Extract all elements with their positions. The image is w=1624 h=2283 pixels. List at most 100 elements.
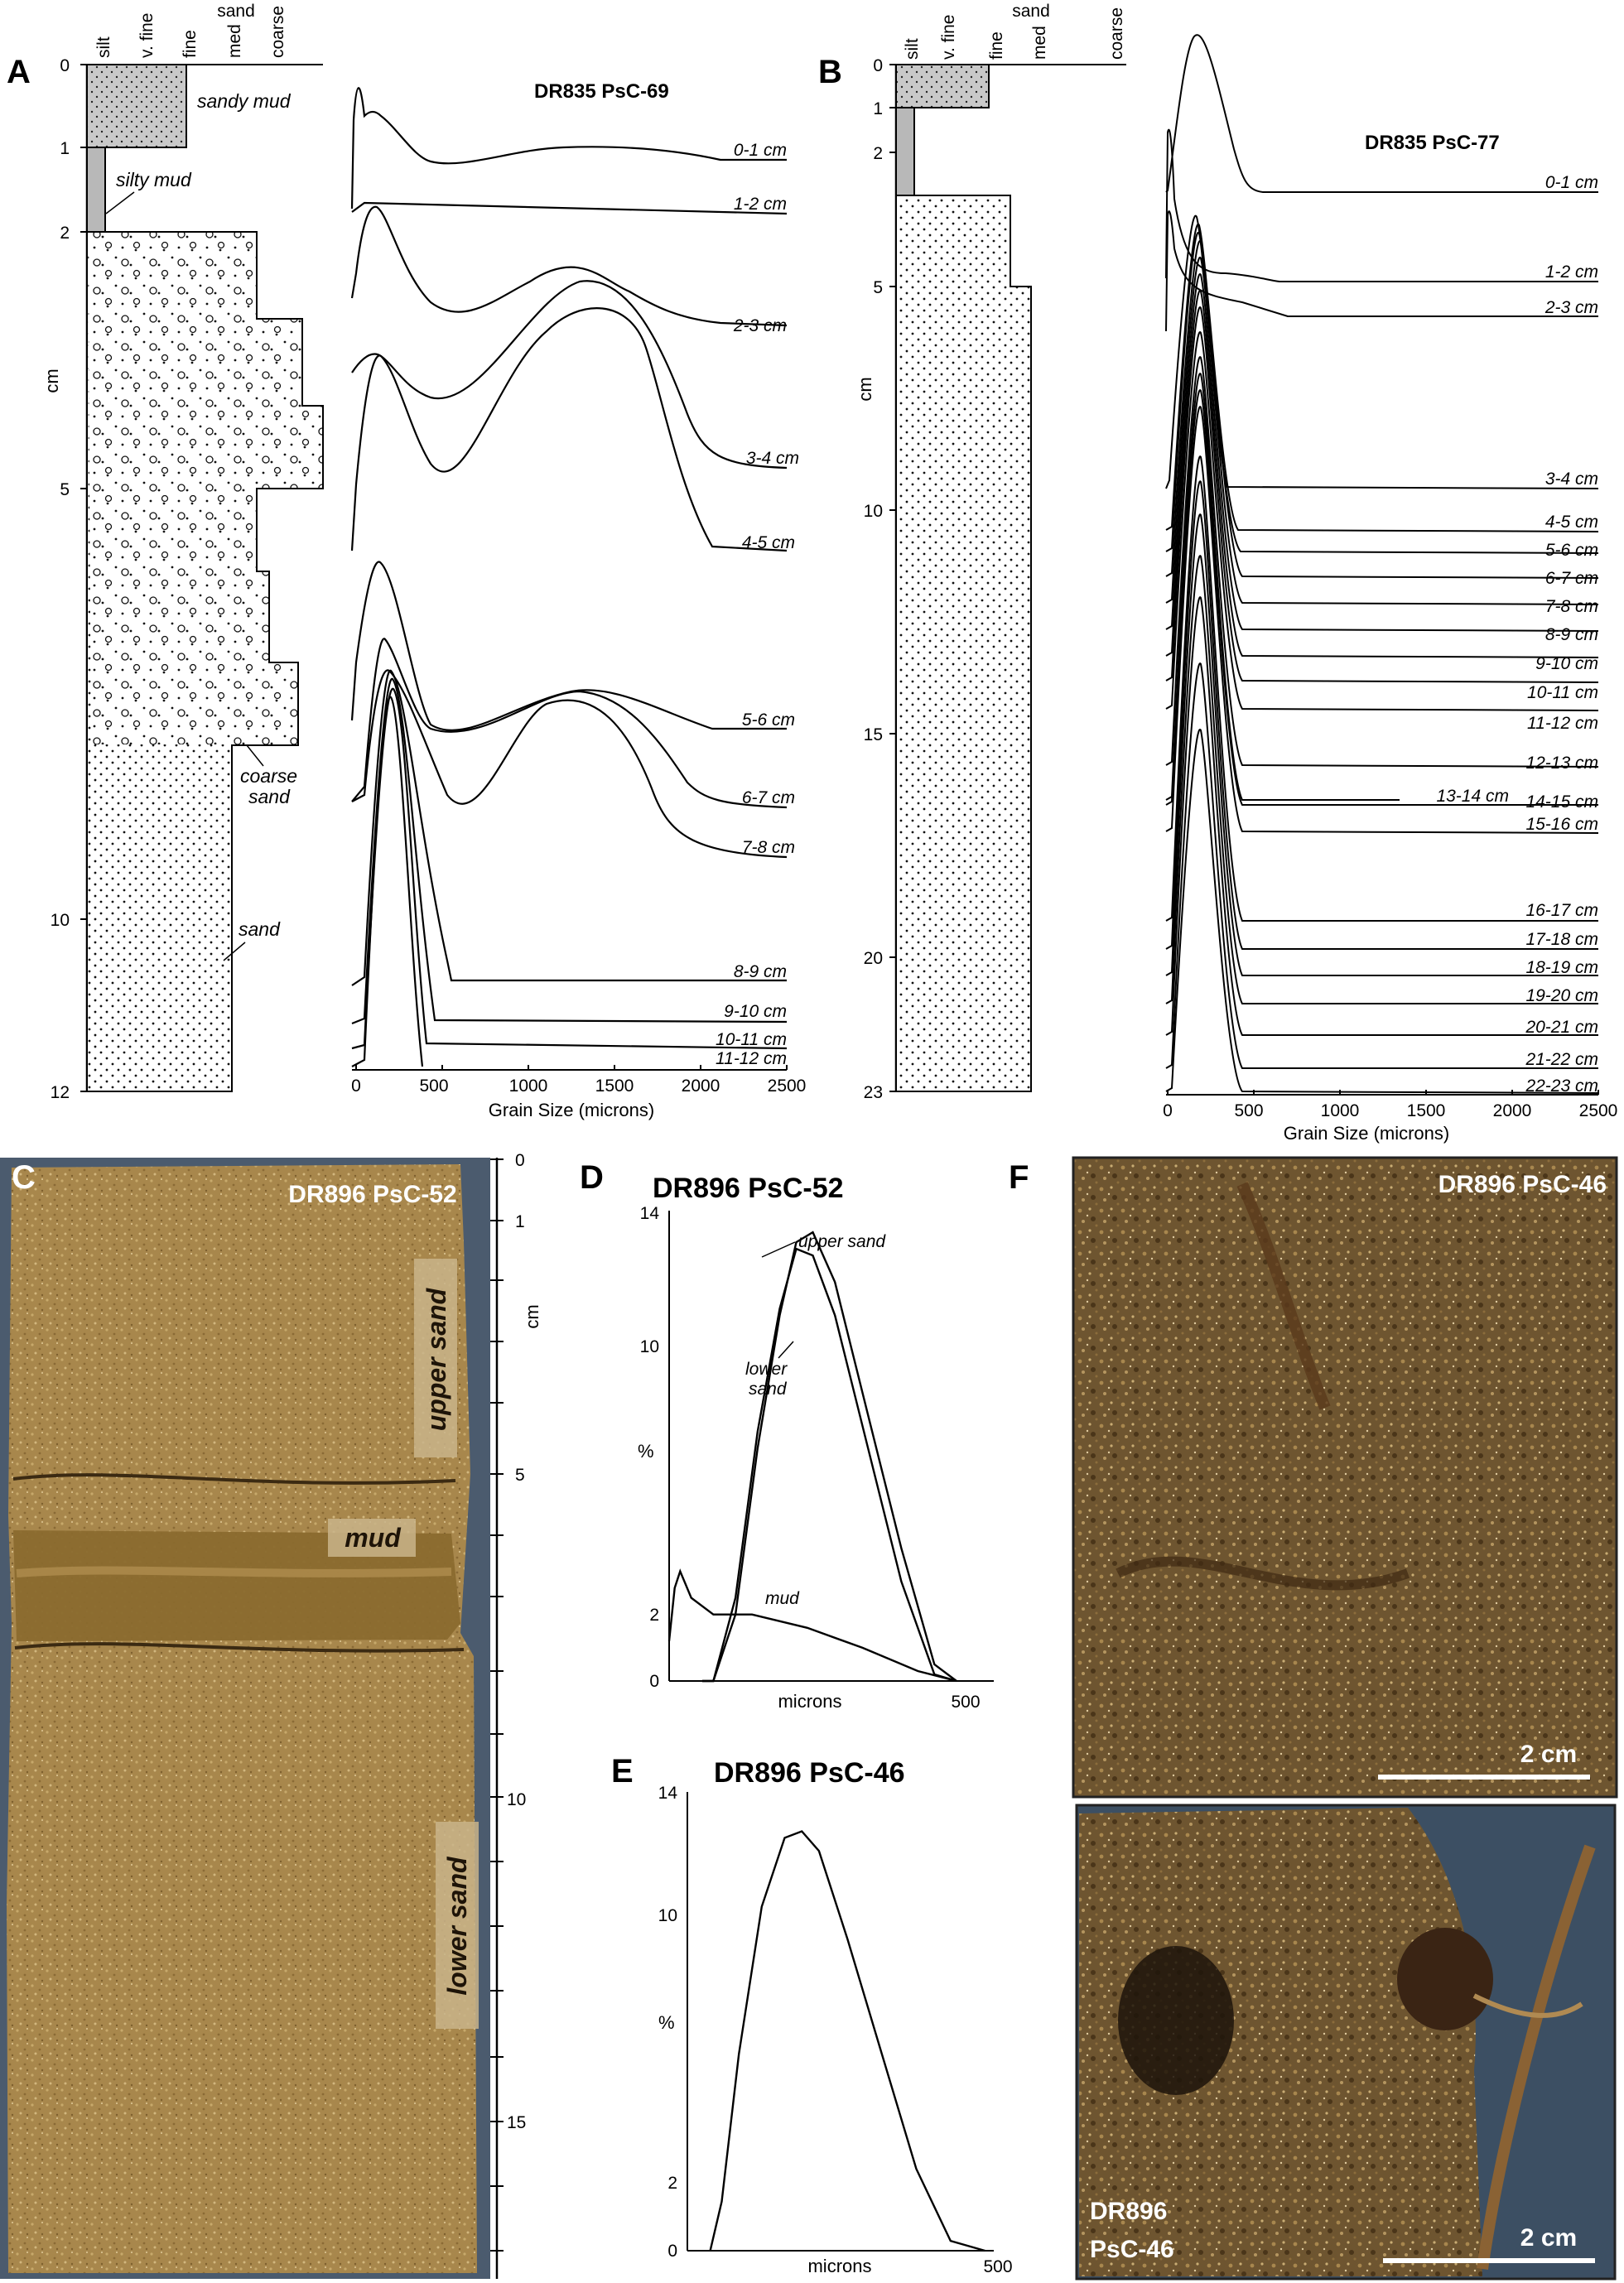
panel-a-lbl-1-2: 1-2 cm (734, 195, 787, 214)
panel-b-lbl-3-4: 3-4 cm (1545, 470, 1598, 489)
panel-b-depth-0: 0 (873, 56, 883, 75)
panel-a-layer-sandy-mud: sandy mud (197, 90, 292, 112)
panel-f-title-top: DR896 PsC-46 (1438, 1171, 1607, 1198)
panel-b-lbl-15-16: 15-16 cm (1525, 815, 1598, 834)
panel-b-curve-18-19 (1165, 513, 1598, 976)
panel-c-letter: C (12, 1159, 36, 1196)
panel-b-curve-labels: 0-1 cm 1-2 cm 2-3 cm 3-4 cm 4-5 cm 5-6 c… (1436, 173, 1598, 1096)
panel-d-lbl-upper-sand: upper sand (798, 1232, 886, 1251)
panel-b-lbl-1-2: 1-2 cm (1545, 262, 1598, 282)
panel-b-lbl-11-12: 11-12 cm (1527, 714, 1598, 733)
panel-e-letter: E (611, 1753, 634, 1789)
panel-a-title: DR835 PsC-69 (534, 80, 669, 103)
panel-e-xtick-500: 500 (983, 2257, 1012, 2276)
panel-b-texture-header: sand silt v. fine fine med coarse (896, 2, 1126, 65)
panel-b-lbl-4-5: 4-5 cm (1545, 513, 1598, 532)
panel-a-curve-0-1 (350, 87, 787, 210)
panel-d-xtick-500: 500 (951, 1693, 980, 1712)
panel-a-lithology (86, 64, 324, 1092)
panel-b-lithology (895, 64, 1032, 1092)
panel-e-series-line-0 (709, 1830, 985, 2252)
panel-c-title: DR896 PsC-52 (288, 1181, 456, 1208)
panel-b-lbl-2-3: 2-3 cm (1544, 298, 1598, 317)
panel-d-ytick-14: 14 (640, 1204, 660, 1223)
panel-a-hdr-fine: fine (181, 30, 200, 58)
panel-c-depth-10: 10 (507, 1790, 526, 1809)
panel-b-curve-21-22 (1165, 662, 1598, 1069)
panel-d-ytick-2: 2 (649, 1606, 659, 1625)
panel-a-lbl-10-11: 10-11 cm (716, 1030, 787, 1049)
panel-e-ytick-10: 10 (658, 1906, 677, 1925)
panel-b-lbl-16-17: 16-17 cm (1525, 901, 1598, 920)
panel-a-xtick-0: 0 (351, 1076, 361, 1096)
panel-a-hdr-vfine: v. fine (137, 13, 157, 58)
panel-a-xtick-2000: 2000 (682, 1076, 720, 1096)
panel-a-hdr-coarse: coarse (268, 6, 287, 58)
panel-a-layer-sand-word: sand (248, 786, 291, 807)
panel-a-curve-2-3 (350, 205, 788, 327)
panel-a-letter: A (7, 54, 31, 90)
panel-a-curve-9-10 (351, 677, 788, 1025)
panel-b-curve-1-2 (1165, 128, 1598, 282)
panel-d-series-line-mud (667, 1568, 957, 1683)
panel-c-depth-scale: 0 1 5 10 15 cm (490, 1151, 542, 2279)
panel-b-lbl-0-1: 0-1 cm (1545, 173, 1598, 192)
panel-b-depth-1: 1 (873, 99, 883, 118)
panel-b-lbl-5-6: 5-6 cm (1545, 541, 1598, 560)
panel-e-ytick-14: 14 (658, 1784, 678, 1803)
panel-a-lbl-8-9: 8-9 cm (734, 962, 787, 981)
panel-d-xlabel: microns (778, 1691, 841, 1712)
panel-a-depth-axis: 0 1 2 5 10 12 cm (41, 56, 89, 1102)
panel-b-curve-2-3 (1165, 210, 1598, 332)
panel-d-letter: D (580, 1159, 604, 1196)
panel-a-lbl-11-12: 11-12 cm (716, 1049, 787, 1068)
panel-b-curve-14-15 (1165, 389, 1598, 806)
panel-d-ytick-0: 0 (649, 1672, 659, 1691)
panel-a-layer-coarse: coarse (240, 765, 297, 787)
panel-a-xtick-500: 500 (419, 1076, 448, 1096)
panel-b-depth-axis: 0 1 2 5 10 15 20 23 cm (855, 56, 898, 1102)
panel-a-curve-3-4 (351, 280, 788, 470)
panel-a-depth-2: 2 (60, 224, 70, 243)
panel-d-ylabel: % (638, 1441, 654, 1462)
panel-b-curve-15-16 (1165, 406, 1599, 834)
panel-b-lbl-10-11: 10-11 cm (1527, 683, 1598, 702)
panel-d-series-line-upper-sand (702, 1231, 957, 1683)
panel-c-mud-band (13, 1530, 460, 1641)
panel-a-xtick-1500: 1500 (595, 1076, 634, 1096)
panel-a-lbl-5-6: 5-6 cm (742, 710, 795, 730)
panel-e: E DR896 PsC-46 14 10 2 0 % microns 500 (611, 1753, 1013, 2276)
panel-b-lbl-6-7: 6-7 cm (1545, 569, 1598, 588)
panel-b-curve-16-17 (1165, 455, 1598, 922)
panel-a-depth-12: 12 (51, 1083, 70, 1102)
panel-e-ytick-0: 0 (667, 2242, 677, 2261)
panel-f-title-bottom-1: DR896 (1090, 2198, 1167, 2225)
panel-b-hdr-coarse: coarse (1107, 7, 1126, 60)
panel-a-hdr-silt: silt (94, 36, 113, 58)
panel-b-curve-9-10 (1165, 289, 1599, 658)
panel-b-lbl-21-22: 21-22 cm (1525, 1050, 1598, 1069)
panel-a-lbl-3-4: 3-4 cm (746, 449, 799, 468)
panel-b-title: DR835 PsC-77 (1365, 132, 1500, 154)
panel-b-xtick-2500: 2500 (1579, 1101, 1618, 1120)
panel-a-layer-silty-mud: silty mud (116, 169, 192, 190)
panel-b-depth-20: 20 (864, 949, 883, 968)
panel-b-curve-3-4 (1165, 214, 1599, 489)
panel-f-photo-top (1072, 1156, 1618, 1799)
panel-d-series-line-lower-sand (702, 1247, 957, 1683)
panel-c-depth-0: 0 (515, 1151, 525, 1170)
panel-c-upper-sand: upper sand (422, 1287, 451, 1431)
panel-b-letter: B (818, 54, 842, 90)
panel-b-lbl-12-13: 12-13 cm (1525, 754, 1598, 773)
panel-b-curve-0-1 (1165, 34, 1598, 193)
panel-b-sand-group: sand (1012, 2, 1050, 21)
panel-a-depth-10: 10 (51, 911, 70, 930)
panel-b-lbl-13-14: 13-14 cm (1436, 787, 1509, 806)
panel-d-ytick-10: 10 (640, 1337, 659, 1356)
panel-f-letter: F (1009, 1159, 1029, 1196)
panel-b-hdr-med: med (1030, 26, 1049, 60)
panel-b-curve-11-12 (1165, 331, 1599, 711)
panel-e-series (709, 1830, 985, 2252)
panel-b-hdr-vfine: v. fine (939, 15, 958, 60)
